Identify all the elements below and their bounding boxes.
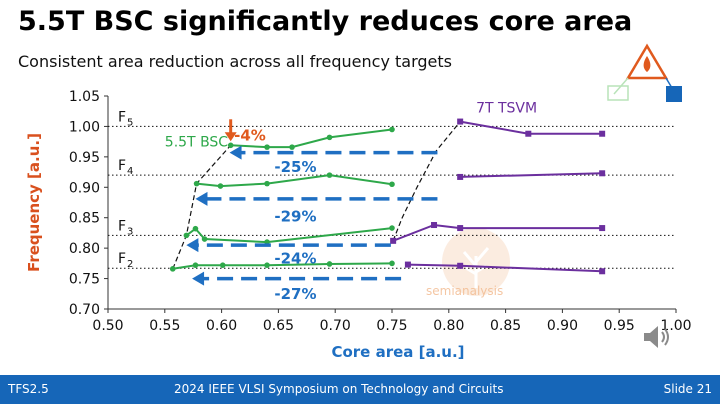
x-tick-label: 0.75 <box>376 318 407 334</box>
tsvm-data-point <box>431 222 438 229</box>
bsc-series-line <box>172 262 393 270</box>
tsvm-series-line <box>460 172 603 178</box>
bsc-data-point <box>192 262 199 268</box>
x-tick-label: 0.90 <box>547 318 578 334</box>
tsvm-series-label: 7T TSVM <box>476 100 537 116</box>
bsc-data-point <box>169 266 176 272</box>
frequency-target-label: F <box>118 251 126 267</box>
slide-subtitle: Consistent area reduction across all fre… <box>18 52 452 71</box>
bsc-data-point <box>219 262 226 268</box>
frequency-target-subscript: 2 <box>127 259 133 270</box>
bsc-data-point <box>326 172 333 178</box>
x-axis-title: Core area [a.u.] <box>331 343 464 361</box>
tsvm-data-point <box>457 225 464 232</box>
tsvm-data-point <box>390 237 397 244</box>
highlight-label: -4% <box>234 127 266 145</box>
reduction-label: -29% <box>274 207 316 225</box>
slide-title: 5.5T BSC significantly reduces core area <box>18 6 633 37</box>
tsvm-data-point <box>599 268 606 275</box>
tsvm-frontier-curve <box>392 121 461 242</box>
y-tick-label: 0.80 <box>69 241 100 257</box>
triangle-cell-logo-icon <box>607 43 682 102</box>
footer-session: TFS2.5 <box>8 382 49 396</box>
reduction-label: -24% <box>274 249 316 267</box>
bsc-data-point <box>192 225 199 232</box>
watermark-text: semianalysis <box>426 284 504 298</box>
x-tick-label: 0.95 <box>604 318 635 334</box>
frequency-target-label: F <box>118 109 126 125</box>
reduction-arrow-head <box>186 238 199 253</box>
y-tick-label: 0.85 <box>69 211 100 227</box>
tsvm-data-point <box>457 118 464 125</box>
highlight-arrow-head <box>224 132 237 142</box>
x-tick-label: 0.55 <box>149 318 180 334</box>
frequency-target-subscript: 5 <box>127 117 133 128</box>
x-tick-label: 0.50 <box>92 318 123 334</box>
y-tick-label: 1.05 <box>69 89 100 105</box>
bsc-data-point <box>389 181 395 188</box>
bsc-data-point <box>264 262 270 268</box>
reduction-arrow-head <box>229 145 242 160</box>
frequency-target-subscript: 3 <box>127 226 133 237</box>
tsvm-data-point <box>457 262 464 269</box>
frequency-target-label: F <box>118 158 126 174</box>
y-tick-label: 0.70 <box>69 302 100 318</box>
bsc-data-point <box>264 180 270 187</box>
x-tick-label: 0.85 <box>490 318 521 334</box>
x-tick-label: 0.80 <box>433 318 464 334</box>
x-tick-label: 1.00 <box>660 318 691 334</box>
tsvm-data-point <box>599 225 606 232</box>
tsvm-data-point <box>599 170 606 177</box>
bsc-data-point <box>389 260 395 267</box>
y-tick-label: 0.75 <box>69 272 100 288</box>
speaker-icon[interactable] <box>640 322 674 352</box>
x-tick-label: 0.65 <box>263 318 294 334</box>
y-tick-label: 0.90 <box>69 180 100 196</box>
y-tick-label: 1.00 <box>69 119 100 135</box>
frequency-target-label: F <box>118 218 126 234</box>
tsvm-data-point <box>457 173 464 180</box>
reduction-arrow-head <box>195 191 208 206</box>
footer-bar: TFS2.5 2024 IEEE VLSI Symposium on Techn… <box>0 375 720 404</box>
x-tick-label: 0.60 <box>206 318 237 334</box>
footer-slide-number: Slide 21 <box>663 382 712 396</box>
reduction-label: -27% <box>274 285 316 303</box>
bsc-data-point <box>183 232 190 239</box>
frequency-target-subscript: 4 <box>127 166 133 177</box>
reduction-label: -25% <box>274 158 316 176</box>
bsc-data-point <box>201 236 208 242</box>
tsvm-data-point <box>404 261 411 268</box>
bsc-data-point <box>217 183 224 189</box>
bsc-data-point <box>193 180 200 187</box>
bsc-series-line <box>196 174 393 188</box>
bsc-data-point <box>326 134 333 141</box>
footer-conference: 2024 IEEE VLSI Symposium on Technology a… <box>174 382 504 396</box>
x-tick-label: 0.70 <box>320 318 351 334</box>
bsc-series-label: 5.5T BSC <box>165 135 229 151</box>
y-axis-title: Frequency [a.u.] <box>25 133 43 272</box>
tsvm-data-point <box>525 130 532 137</box>
watermark-icon <box>442 228 510 296</box>
bsc-frontier-curve <box>172 144 232 270</box>
bsc-data-point <box>264 144 270 150</box>
tsvm-data-point <box>599 130 606 137</box>
tsvm-series-line <box>392 223 603 242</box>
bsc-data-point <box>389 126 395 133</box>
bsc-data-point <box>326 261 333 267</box>
reduction-arrow-head <box>192 271 205 286</box>
bsc-data-point <box>389 225 395 231</box>
bsc-data-point <box>289 144 295 150</box>
bsc-data-point <box>227 142 234 149</box>
y-tick-label: 0.95 <box>69 150 100 166</box>
